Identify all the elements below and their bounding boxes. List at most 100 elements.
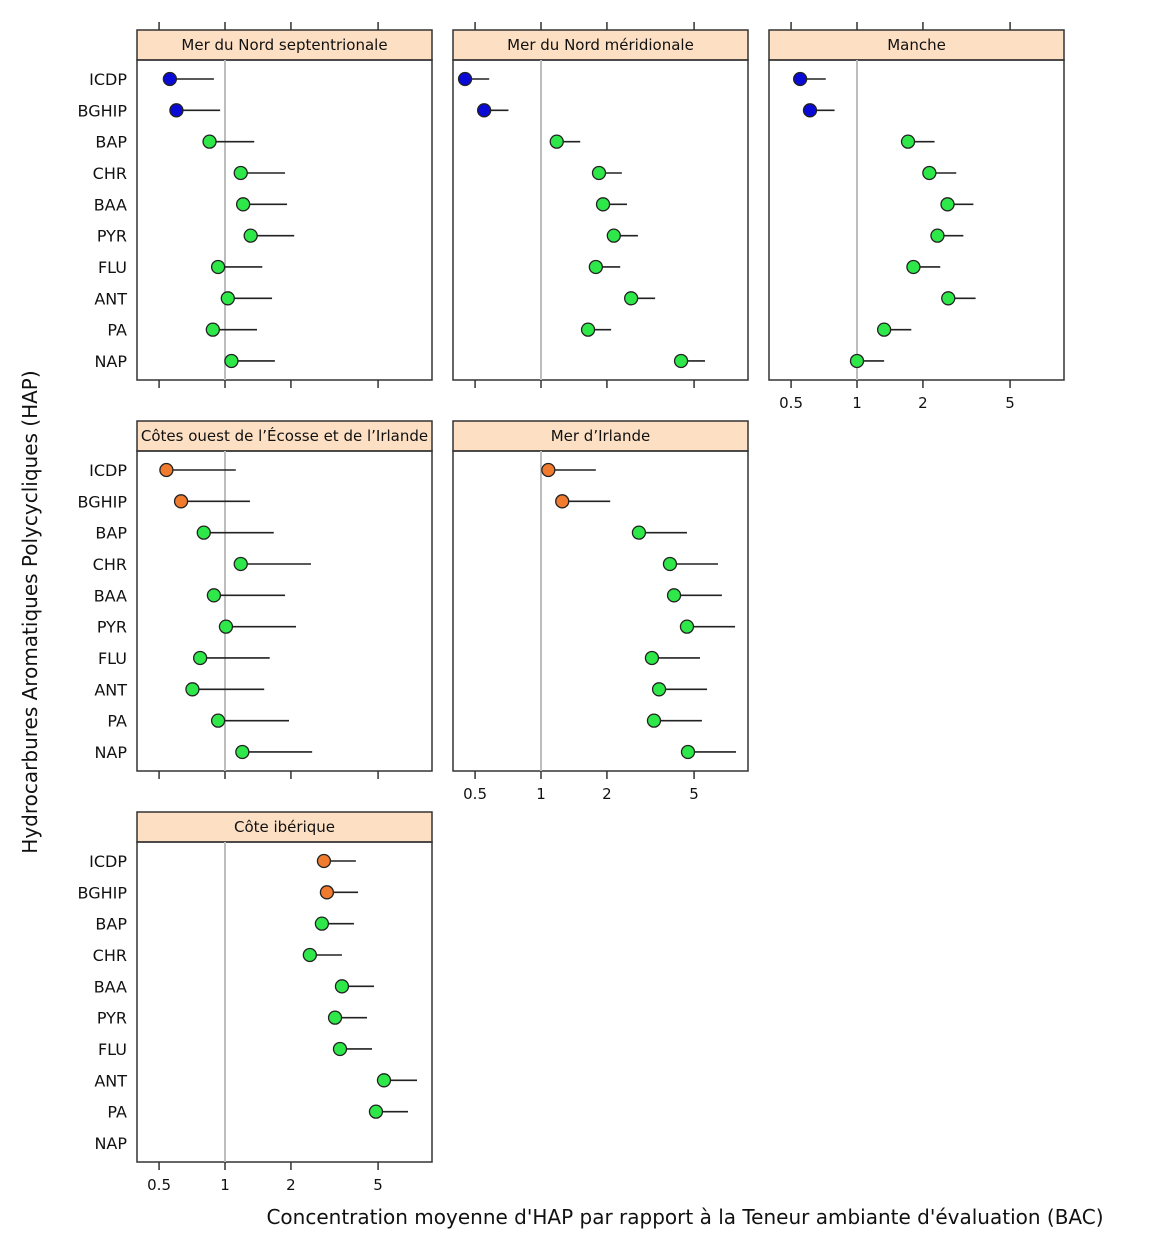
point-pyr [218,619,234,634]
point-icdp [541,462,556,478]
point-pyr [606,228,621,243]
point-pyr [243,228,258,243]
point-bghip [169,103,184,118]
panel-strip [136,811,433,843]
point-nap [673,353,689,369]
point-pyr [930,228,945,243]
y-tick-label: PA [107,321,127,340]
x-tick-label: 5 [373,1176,383,1194]
y-tick-label: NAP [94,1134,127,1153]
point-chr [591,165,607,181]
point-flu [192,650,208,666]
point-baa [206,588,222,603]
y-tick-label: NAP [94,743,127,762]
point-bghip [476,103,492,118]
panel-strip [452,420,749,452]
point-ant [623,291,639,306]
panel-title: Mer d’Irlande [551,427,651,445]
x-tick-label: 1 [220,1176,230,1194]
point-nap [235,744,250,760]
point-icdp [159,462,174,478]
point-chr [233,556,248,572]
point-icdp [457,71,473,87]
point-icdp [162,71,178,87]
y-tick-label: PYR [97,227,127,246]
y-tick-label: BAA [94,586,127,605]
point-bghip [802,103,818,118]
point-bghip [173,494,189,509]
point-baa [235,197,251,212]
panel-frame [136,841,433,1163]
x-tick-label: 5 [1005,394,1015,412]
x-axis-label: Concentration moyenne d'HAP par rapport … [266,1205,1104,1229]
y-tick-label: ICDP [89,852,127,871]
point-pa [646,713,662,728]
y-tick-label: CHR [93,164,127,183]
y-tick-label: NAP [94,352,127,371]
point-chr [662,556,678,572]
panel-frame [136,450,433,772]
y-tick-label: PA [107,712,127,731]
x-tick-label: 2 [918,394,928,412]
y-tick-label: PYR [97,618,127,637]
point-bap [549,134,564,149]
point-bap [631,525,647,540]
point-bap [196,525,211,540]
point-nap [849,353,865,369]
y-tick-label: BGHIP [78,492,128,511]
x-tick-label: 5 [689,785,699,803]
point-chr [302,947,317,963]
point-baa [334,979,350,994]
point-flu [332,1041,348,1057]
panel-title: Côte ibérique [234,818,335,836]
point-baa [940,197,955,212]
x-tick-label: 2 [602,785,612,803]
point-bap [314,916,330,931]
point-pyr [679,619,695,634]
panel-frame [452,59,749,381]
panel-frame [768,59,1065,381]
y-tick-label: FLU [98,258,127,277]
y-tick-label: ICDP [89,70,127,89]
point-pyr [327,1010,343,1025]
y-tick-label: FLU [98,1040,127,1059]
y-axis-label: Hydrocarbures Aromatiques Polycycliques … [18,370,42,854]
point-nap [680,744,696,760]
point-flu [644,650,660,666]
point-chr [922,165,937,181]
y-tick-label: PA [107,1103,127,1122]
y-tick-label: CHR [93,555,127,574]
y-tick-label: BAA [94,977,127,996]
panel-title: Mer du Nord septentrionale [181,36,387,54]
point-ant [220,291,235,306]
y-tick-label: ANT [94,289,127,308]
y-tick-label: CHR [93,946,127,965]
y-tick-label: BGHIP [78,883,128,902]
point-chr [233,165,248,181]
point-pa [876,322,892,337]
panel-strip [136,29,433,61]
point-ant [651,682,667,697]
point-baa [595,197,611,212]
panel-title: Manche [887,36,946,54]
point-icdp [316,853,332,869]
x-tick-label: 1 [536,785,546,803]
y-tick-label: BAP [95,915,127,934]
y-tick-label: BAA [94,195,127,214]
y-tick-label: ANT [94,680,127,699]
panel-frame [452,450,749,772]
point-pa [580,322,596,337]
point-bghip [319,885,335,900]
x-tick-label: 0.5 [147,1176,171,1194]
point-pa [210,713,226,728]
point-nap [224,353,239,369]
point-bap [900,134,916,149]
y-tick-label: ANT [94,1071,127,1090]
point-bap [202,134,217,149]
point-ant [941,291,956,306]
y-tick-label: BGHIP [78,101,128,120]
x-tick-label: 0.5 [463,785,487,803]
panel-title: Côtes ouest de l’Écosse et de l’Irlande [141,426,428,445]
point-ant [185,682,200,697]
